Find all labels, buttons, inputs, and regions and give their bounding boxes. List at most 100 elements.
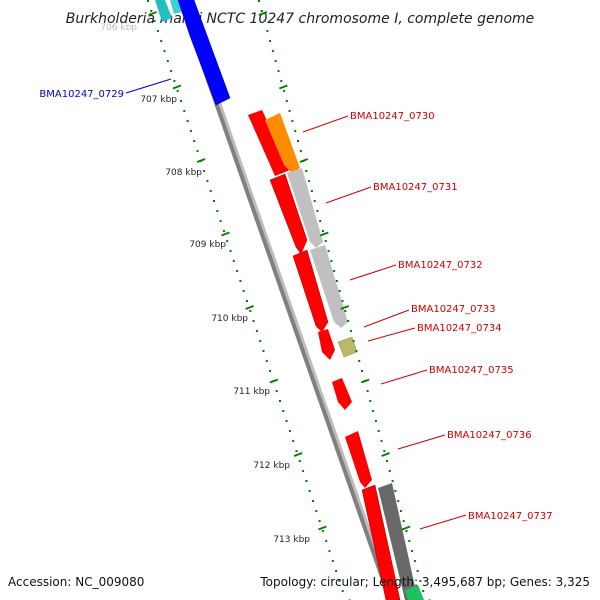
tick-label-707: 707 kbp (140, 95, 177, 105)
major-tick (258, 11, 268, 16)
tick-dot (193, 140, 196, 142)
tick-dot (153, 20, 156, 22)
tick-dot (372, 410, 375, 412)
gene-label-0729[interactable]: BMA10247_0729 (39, 89, 124, 100)
major-tick (381, 452, 390, 457)
tick-dot (269, 370, 272, 372)
tick-dot (318, 520, 321, 522)
tick-dot (355, 350, 358, 352)
tick-dot (327, 250, 330, 252)
tick-dot (239, 280, 242, 282)
tick-dot (386, 460, 388, 462)
tick-dot (283, 90, 286, 92)
tick-dot (275, 390, 278, 392)
gene-label-0732[interactable]: BMA10247_0732 (398, 260, 483, 271)
major-tick (293, 452, 303, 457)
leader-0732 (349, 264, 397, 281)
leader-0736 (397, 434, 446, 450)
tick-dot (313, 200, 316, 202)
major-tick (318, 525, 327, 531)
tick-dot (369, 400, 372, 402)
tick-dot (186, 120, 189, 122)
tick-dot (328, 550, 331, 552)
tick-dot (277, 70, 280, 72)
tick-dot (399, 510, 402, 512)
tick-dot (380, 440, 383, 442)
gene-inner-0731 (269, 173, 308, 255)
tick-dot (183, 110, 186, 112)
tick-dot (402, 520, 405, 522)
tick-dot (298, 460, 301, 462)
tick-dot (156, 30, 159, 32)
tick-dot (297, 140, 299, 142)
leader-0737 (419, 514, 467, 530)
tick-dot (422, 590, 425, 592)
tick-dot (338, 290, 341, 292)
leader-0729 (125, 78, 172, 94)
gene-label-0733[interactable]: BMA10247_0733 (411, 304, 496, 315)
tick-label-708: 708 kbp (165, 168, 202, 178)
major-tick (340, 305, 350, 310)
tick-dot (333, 270, 336, 272)
tick-dot (176, 90, 179, 92)
gene-inner-0730 (248, 110, 290, 176)
gene-label-0731[interactable]: BMA10247_0731 (373, 182, 458, 193)
tick-dot (282, 410, 285, 412)
tick-dot (335, 570, 338, 572)
tick-dot (330, 260, 333, 262)
tick-dot (291, 120, 294, 122)
tick-dot (226, 240, 229, 242)
gene-label-0730[interactable]: BMA10247_0730 (350, 111, 435, 122)
leader-0730 (302, 115, 349, 133)
tick-dot (160, 40, 163, 42)
leader-0735 (380, 369, 428, 385)
tick-dot (219, 220, 222, 222)
tick-dot (391, 480, 394, 482)
tick-dot (358, 360, 361, 362)
tick-dot (315, 510, 318, 512)
tick-dot (236, 270, 239, 272)
tick-dot (308, 490, 311, 492)
major-tick (279, 84, 288, 90)
tick-dot (419, 580, 422, 582)
tick-dot (213, 200, 215, 202)
tick-dot (416, 570, 419, 572)
gene-label-0735[interactable]: BMA10247_0735 (429, 365, 514, 376)
leader-0734 (367, 327, 416, 342)
tick-dot (263, 20, 266, 22)
tick-guides (147, 0, 431, 600)
tick-dot (383, 450, 386, 452)
tick-dot (170, 70, 173, 72)
tick-dot (388, 470, 391, 472)
gene-label-0737[interactable]: BMA10247_0737 (468, 511, 553, 522)
tick-dot (394, 490, 397, 492)
gene-inner-0733 (318, 329, 335, 360)
gene-label-0736[interactable]: BMA10247_0736 (447, 430, 532, 441)
tick-dot (173, 80, 176, 82)
tick-dot (246, 300, 248, 302)
tick-dot (222, 230, 225, 232)
inner-ring (248, 110, 401, 600)
tick-dot (242, 290, 245, 292)
tick-dot (249, 310, 252, 312)
green-feature (405, 585, 424, 600)
tick-dot (338, 580, 341, 582)
summary-text: Topology: circular; Length: 3,495,687 bp… (259, 575, 590, 589)
tick-dot (180, 100, 182, 102)
major-tick (196, 158, 206, 163)
tick-dot (216, 210, 219, 212)
tick-label-713: 713 kbp (273, 535, 310, 545)
gene-label-0734[interactable]: BMA10247_0734 (417, 323, 502, 334)
tick-label-712: 712 kbp (253, 461, 290, 471)
tick-dot (324, 240, 327, 242)
major-tick (172, 84, 182, 90)
leader-0731 (325, 186, 372, 204)
major-tick (148, 11, 157, 16)
tick-dot (405, 530, 408, 532)
tick-dot (203, 170, 206, 172)
major-tick (221, 231, 230, 237)
tick-label-710: 710 kbp (211, 314, 248, 324)
major-tick (401, 525, 411, 531)
tick-dot (325, 540, 328, 542)
tick-dot (366, 390, 369, 392)
